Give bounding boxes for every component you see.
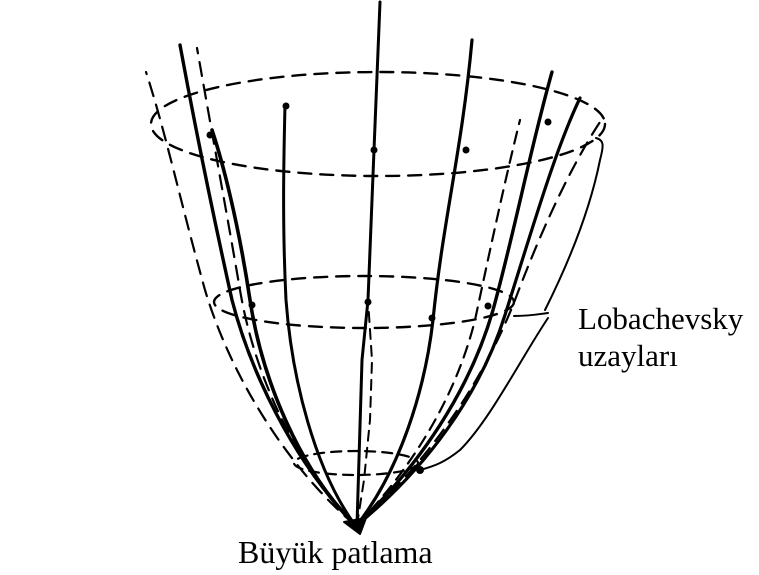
worldline-back-left-2	[195, 46, 357, 527]
pointer-to-bottom-slice	[419, 317, 549, 471]
worldline-front-right-3	[355, 96, 582, 527]
intersection-dots	[206, 102, 552, 474]
worldline-front-left-2	[282, 103, 357, 527]
slice-top	[149, 70, 607, 178]
big-bang-label: Büyük patlama	[238, 534, 433, 570]
lobachevsky-label-line1: Lobachevsky	[578, 301, 744, 336]
worldline-back-left-1	[144, 70, 357, 527]
slice-bottom	[292, 449, 420, 477]
worldline-front-right-2	[355, 70, 554, 527]
big-bang-point	[343, 517, 367, 535]
pointer-to-middle-slice	[513, 312, 549, 317]
lobachevsky-label-line2: uzayları	[578, 338, 678, 373]
pointer-to-top-slice	[544, 137, 604, 311]
worldline-back-center	[356, 299, 373, 526]
slice-middle	[212, 274, 516, 330]
worldline-center	[355, 0, 382, 527]
worldline-front-left-3	[178, 43, 357, 527]
